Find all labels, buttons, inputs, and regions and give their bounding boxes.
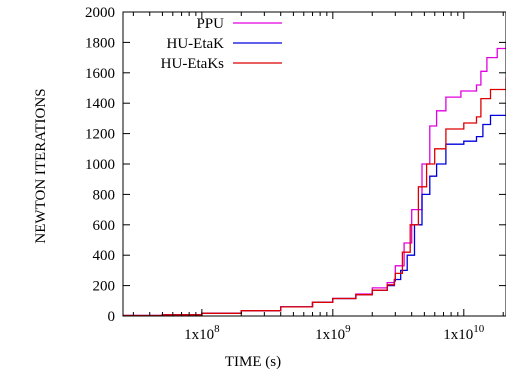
plot-series bbox=[123, 42, 506, 317]
y-tick-label: 200 bbox=[93, 279, 116, 295]
y-tick-label: 400 bbox=[93, 248, 116, 264]
y-tick-label: 800 bbox=[93, 187, 116, 203]
y-tick-label: 600 bbox=[93, 218, 116, 234]
legend-label-hu-etak: HU-EtaK bbox=[167, 36, 225, 52]
y-axis-title: NEWTON ITERATIONS bbox=[33, 88, 49, 243]
y-tick-label: 1800 bbox=[85, 35, 115, 51]
y-tick-label: 1600 bbox=[85, 66, 115, 82]
x-axis-ticks: 1x108 1x109 1x1010 bbox=[132, 12, 504, 343]
y-tick-label: 0 bbox=[108, 309, 116, 325]
x-axis-title: TIME (s) bbox=[225, 354, 281, 370]
y-tick-label: 2000 bbox=[85, 5, 115, 21]
x-tick-label: 1x1010 bbox=[443, 323, 485, 343]
legend-label-hu-etaks: HU-EtaKs bbox=[161, 56, 224, 72]
y-axis-ticks: 0 200 400 600 800 1000 1200 1400 1600 1800 2000 bbox=[85, 5, 506, 325]
series-line-hu-etaks bbox=[123, 77, 506, 317]
x-tick-label: 1x109 bbox=[315, 323, 351, 343]
y-tick-label: 1400 bbox=[85, 96, 115, 112]
legend: PPU HU-EtaK HU-EtaKs bbox=[161, 16, 282, 72]
legend-label-ppu: PPU bbox=[196, 16, 224, 32]
x-tick-label: 1x108 bbox=[184, 323, 220, 343]
y-tick-label: 1200 bbox=[85, 127, 115, 143]
y-tick-label: 1000 bbox=[85, 157, 115, 173]
